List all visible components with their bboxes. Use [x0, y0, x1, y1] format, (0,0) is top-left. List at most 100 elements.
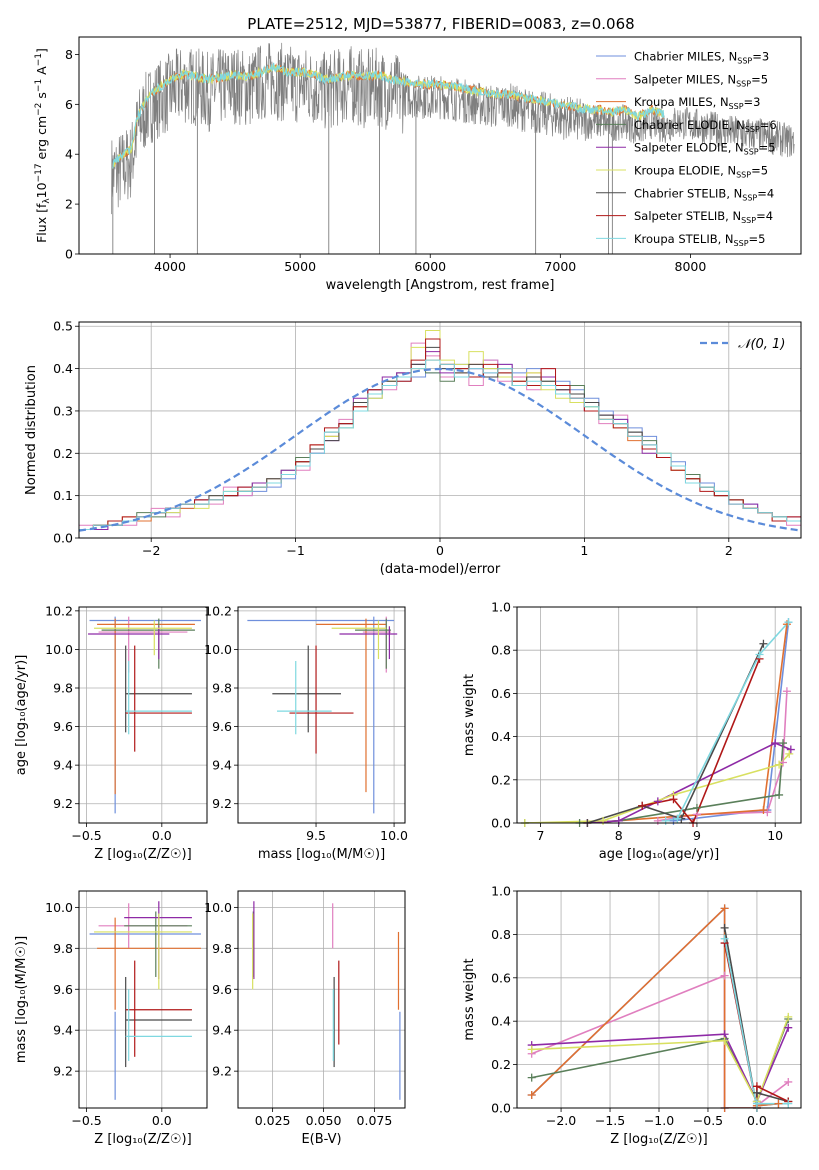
plot-area-weight_vs_age	[524, 621, 792, 823]
y-tick-label: 0.0	[53, 531, 73, 546]
y-axis-label: age [log₁₀(age/yr)]	[14, 655, 29, 776]
x-tick-label: −2.0	[546, 1113, 576, 1128]
weight-line-salpeter_elodie	[531, 1027, 790, 1104]
legend-label: Salpeter MILES, NSSP=5	[634, 72, 768, 88]
x-tick-label: 0.025	[255, 1113, 291, 1128]
x-tick-label: 0.075	[357, 1113, 393, 1128]
y-axis-label-part: −17	[34, 163, 44, 182]
x-axis-label: Z [log₁₀(Z/Z☉)]	[610, 1132, 707, 1147]
weight-line-kroupa_miles	[531, 906, 779, 1108]
y-tick-label: 0.0	[491, 1101, 511, 1116]
weight-line-chabrier_elodie	[524, 743, 784, 823]
histogram-kroupa_stelib	[79, 359, 801, 538]
y-tick-label: 10.0	[204, 642, 232, 657]
weight-marker-salpeter_elodie	[771, 739, 780, 748]
x-tick-label: 9	[693, 828, 701, 843]
y-tick-label: 9.8	[212, 681, 232, 696]
weight-marker-kroupa_stelib	[673, 814, 682, 823]
weight-marker-kroupa_miles	[774, 1099, 783, 1108]
weight-marker-kroupa_miles	[720, 904, 729, 913]
y-tick-label: 10.0	[45, 900, 73, 915]
model-fit-kroupa_stelib	[112, 62, 665, 169]
plot-area-mass_vs_Z	[89, 901, 201, 1100]
weight-marker-salpeter_elodie	[653, 797, 662, 806]
weight-marker-kroupa_elodie	[785, 749, 794, 758]
weight-marker-kroupa_elodie	[775, 760, 784, 769]
y-tick-label: 9.6	[212, 982, 232, 997]
y-axis-label: mass weight	[462, 674, 477, 756]
y-tick-label: 9.2	[212, 1064, 232, 1079]
weight-line-kroupa_elodie	[531, 1016, 790, 1104]
weight-marker-kroupa_miles	[759, 806, 768, 815]
weight-marker-chabrier_stelib	[759, 639, 768, 648]
weight-marker-kroupa_stelib	[720, 934, 729, 943]
weight-marker-kroupa_miles	[527, 1090, 536, 1099]
y-tick-label: 1.0	[491, 884, 511, 899]
plot-area-residuals	[79, 329, 801, 538]
legend-label: Kroupa ELODIE, NSSP=5	[634, 164, 768, 180]
panel-spectrum: 4000 5000 6000 7000 8000 0 2 4 6 8 wavelength [Ang…	[34, 36, 802, 293]
weight-marker-kroupa_stelib	[752, 1099, 761, 1108]
weight-marker-kroupa_elodie	[599, 816, 608, 825]
x-tick-label: 5000	[284, 259, 316, 274]
panel-age_vs_mass: 9.5 10.0 9.2 9.4 9.6 9.8 10.0 10.2 mass [log₁₀(M…	[204, 603, 408, 862]
weight-marker-kroupa_elodie	[720, 1036, 729, 1045]
x-tick-label: 0.050	[306, 1113, 342, 1128]
x-axis-label: Z [log₁₀(Z/Z☉)]	[94, 1132, 191, 1147]
x-tick-label: 2	[725, 543, 733, 558]
y-tick-label: 9.4	[212, 758, 232, 773]
y-tick-label: 9.2	[53, 796, 73, 811]
y-axis-label: Normed distribution	[24, 365, 39, 495]
axes-frame	[516, 890, 802, 1109]
x-tick-label: −0.5	[693, 1113, 723, 1128]
y-tick-label: 0.6	[491, 970, 511, 985]
weight-marker-chabrier_elodie	[779, 739, 788, 748]
y-axis-label-part: 10	[34, 182, 49, 198]
axes-frame	[516, 606, 802, 824]
x-tick-label: 0.0	[152, 1113, 172, 1128]
weight-marker-salpeter_elodie	[786, 745, 795, 754]
weight-line-chabrier_miles	[531, 906, 779, 1108]
x-tick-label: 6000	[414, 259, 446, 274]
y-tick-label: 9.6	[53, 719, 73, 734]
panel-age_vs_Z: −0.5 0.0 9.2 9.4 9.6 9.8 10.0 10.2 Z [log₁₀(Z/Z☉…	[14, 603, 208, 862]
weight-line-chabrier_stelib	[587, 643, 765, 823]
y-tick-label: 8	[65, 47, 73, 62]
figure-title: PLATE=2512, MJD=53877, FIBERID=0083, z=0…	[247, 15, 634, 33]
normal-curve	[79, 367, 801, 532]
y-tick-label: 0.2	[53, 446, 73, 461]
y-tick-label: 9.6	[53, 982, 73, 997]
y-tick-label: 10.2	[45, 603, 73, 618]
legend-label: Chabrier ELODIE, NSSP=6	[634, 118, 777, 134]
panel-mass_vs_Z: −0.5 0.0 9.2 9.4 9.6 9.8 10.0 Z [log₁₀(Z/Z☉)] ma…	[14, 890, 208, 1147]
y-tick-label: 9.8	[53, 681, 73, 696]
y-tick-label: 9.4	[212, 1023, 232, 1038]
x-tick-label: −1.5	[595, 1113, 625, 1128]
weight-marker-salpeter_elodie	[784, 1023, 793, 1032]
legend-label: 𝒩(0, 1)	[738, 337, 785, 352]
weight-line-salpeter_stelib	[642, 658, 761, 823]
y-tick-label: 0.3	[53, 403, 73, 418]
axes-frame	[78, 36, 802, 255]
x-axis-label: (data-model)/error	[380, 562, 501, 577]
legend-label: Salpeter ELODIE, NSSP=5	[634, 141, 776, 157]
panel-residuals: −2 −1 0 1 2 0.0 0.1 0.2 0.3 0.4 0.5 (data-model)/er…	[24, 319, 802, 577]
x-tick-label: 9.5	[306, 828, 326, 843]
y-tick-label: 0.5	[53, 319, 73, 334]
y-tick-label: 10.0	[45, 642, 73, 657]
x-tick-label: 7	[536, 828, 544, 843]
y-tick-label: 0.4	[53, 361, 73, 376]
y-tick-label: 0.0	[491, 816, 511, 831]
y-axis-label-part: −2	[34, 103, 44, 116]
y-tick-label: 0.8	[491, 643, 511, 658]
x-tick-label: −1	[286, 543, 304, 558]
weight-marker-kroupa_stelib	[784, 618, 793, 627]
x-tick-label: 10	[767, 828, 783, 843]
y-tick-label: 0.8	[491, 927, 511, 942]
y-tick-label: 0.2	[491, 1057, 511, 1072]
legend-label: Salpeter STELIB, NSSP=4	[634, 209, 773, 225]
weight-marker-salpeter_miles	[782, 687, 791, 696]
y-tick-label: 4	[65, 147, 73, 162]
x-tick-label: 8	[615, 828, 623, 843]
legend-label: Chabrier MILES, NSSP=3	[634, 50, 769, 66]
